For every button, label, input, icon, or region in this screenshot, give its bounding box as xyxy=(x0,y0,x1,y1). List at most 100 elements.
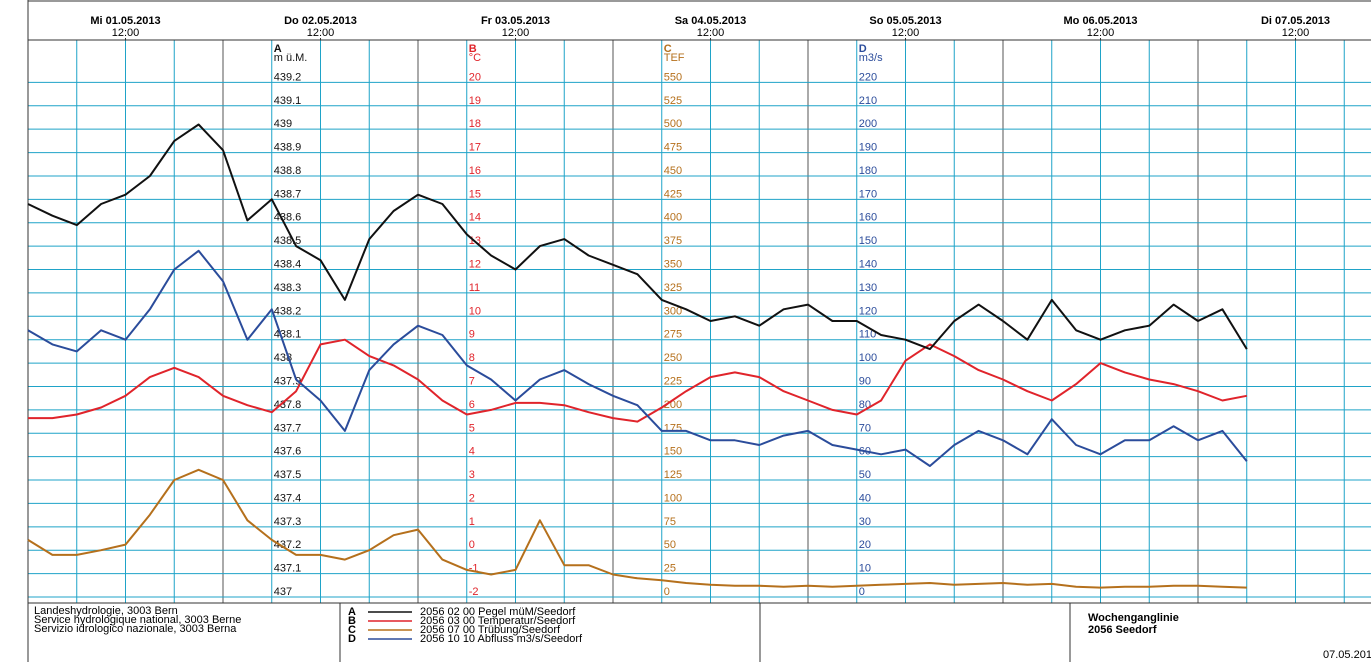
y-tick-label: 438.2 xyxy=(274,305,302,317)
x-tick-label: So 05.05.2013 xyxy=(869,15,941,27)
y-tick-label: 175 xyxy=(664,422,682,434)
series-line xyxy=(27,249,1248,467)
y-tick-label: 437.4 xyxy=(274,492,302,504)
y-tick-label: 100 xyxy=(664,492,682,504)
y-tick-label: 438.9 xyxy=(274,142,302,154)
axis-letter: B xyxy=(469,43,477,55)
x-tick-sublabel: 12:00 xyxy=(502,27,530,39)
y-tick-label: 425 xyxy=(664,188,682,200)
y-tick-label: 125 xyxy=(664,469,682,481)
series-line xyxy=(27,468,1247,589)
y-tick-label: 75 xyxy=(664,516,676,528)
y-tick-label: 438.5 xyxy=(274,235,302,247)
y-tick-label: 140 xyxy=(859,259,877,271)
y-tick-label: 200 xyxy=(859,118,877,130)
y-tick-label: 439.2 xyxy=(274,71,302,83)
y-tick-label: 225 xyxy=(664,375,682,387)
axis-letter: A xyxy=(274,43,282,55)
y-tick-label: 15 xyxy=(469,188,481,200)
y-tick-label: 325 xyxy=(664,282,682,294)
legend-entry: 2056 03 00 Temperatur/Seedorf xyxy=(420,615,576,627)
footer-station: 2056 Seedorf xyxy=(1088,624,1157,636)
y-tick-label: 6 xyxy=(469,399,475,411)
legend-entry: 2056 02 00 Pegel müM/Seedorf xyxy=(420,606,576,618)
y-tick-label: 18 xyxy=(469,118,481,130)
y-tick-label: 375 xyxy=(664,235,682,247)
y-tick-label: 437.2 xyxy=(274,539,302,551)
institution: Servizio idrologico nazionale, 3003 Bern… xyxy=(34,623,237,635)
y-tick-label: 275 xyxy=(664,329,682,341)
x-tick-sublabel: 12:00 xyxy=(697,27,725,39)
legend-letter: B xyxy=(348,615,356,627)
series-line xyxy=(27,123,1248,351)
y-tick-label: 438.7 xyxy=(274,188,302,200)
y-tick-label: 130 xyxy=(859,282,877,294)
y-tick-label: 437 xyxy=(274,586,292,598)
x-tick-sublabel: 12:00 xyxy=(1087,27,1115,39)
y-tick-label: 250 xyxy=(664,352,682,364)
y-tick-label: 16 xyxy=(469,165,481,177)
y-tick-label: 438.1 xyxy=(274,329,302,341)
axis-unit: m ü.M. xyxy=(274,52,308,64)
y-tick-label: 0 xyxy=(664,586,670,598)
y-tick-label: 2 xyxy=(469,492,475,504)
y-tick-label: 438.4 xyxy=(274,259,302,271)
y-tick-label: 4 xyxy=(469,446,475,458)
y-tick-label: 450 xyxy=(664,165,682,177)
y-tick-label: 437.8 xyxy=(274,399,302,411)
y-tick-label: 11 xyxy=(469,282,480,294)
y-tick-label: 5 xyxy=(469,422,475,434)
y-tick-label: 3 xyxy=(469,469,475,481)
institution: Service hydrologique national, 3003 Bern… xyxy=(34,614,241,626)
x-tick-label: Di 07.05.2013 xyxy=(1261,15,1330,27)
x-tick-label: Fr 03.05.2013 xyxy=(481,15,550,27)
y-tick-label: 17 xyxy=(469,142,481,154)
legend-entry: 2056 07 00 Trübung/Seedorf xyxy=(420,624,561,636)
y-tick-label: 400 xyxy=(664,212,682,224)
legend-entry: 2056 10 10 Abfluss m3/s/Seedorf xyxy=(420,633,583,645)
y-tick-label: 180 xyxy=(859,165,877,177)
y-tick-label: -1 xyxy=(469,563,479,575)
series-line xyxy=(28,338,1247,423)
x-tick-sublabel: 12:00 xyxy=(112,27,140,39)
x-tick-sublabel: 12:00 xyxy=(307,27,335,39)
axis-unit: °C xyxy=(469,52,481,64)
y-tick-label: 120 xyxy=(859,305,877,317)
y-tick-label: 12 xyxy=(469,259,481,271)
y-tick-label: 1 xyxy=(469,516,475,528)
y-tick-label: 19 xyxy=(469,95,481,107)
y-tick-label: 210 xyxy=(859,95,877,107)
y-tick-label: 150 xyxy=(664,446,682,458)
y-tick-label: 439.1 xyxy=(274,95,302,107)
x-tick-label: Mo 06.05.2013 xyxy=(1064,15,1138,27)
y-tick-label: 90 xyxy=(859,375,871,387)
footer-title: Wochenganglinie xyxy=(1088,612,1179,624)
y-tick-label: 439 xyxy=(274,118,292,130)
y-tick-label: 10 xyxy=(859,563,871,575)
footer-date: 07.05.201 xyxy=(1323,649,1371,661)
y-tick-label: 100 xyxy=(859,352,877,364)
x-tick-label: Mi 01.05.2013 xyxy=(90,15,160,27)
x-tick-sublabel: 12:00 xyxy=(892,27,920,39)
legend-letter: C xyxy=(348,624,356,636)
y-tick-label: 437.5 xyxy=(274,469,302,481)
y-tick-label: 70 xyxy=(859,422,871,434)
y-tick-label: 437.1 xyxy=(274,563,302,575)
institution: Landeshydrologie, 3003 Bern xyxy=(34,605,178,617)
y-tick-label: 437.6 xyxy=(274,446,302,458)
y-tick-label: 475 xyxy=(664,142,682,154)
legend-letter: D xyxy=(348,633,356,645)
y-tick-label: 350 xyxy=(664,259,682,271)
y-tick-label: 150 xyxy=(859,235,877,247)
y-tick-label: 438.6 xyxy=(274,212,302,224)
y-tick-label: 300 xyxy=(664,305,682,317)
x-tick-label: Do 02.05.2013 xyxy=(284,15,357,27)
y-tick-label: -2 xyxy=(469,586,479,598)
axis-letter: D xyxy=(859,43,867,55)
legend-letter: A xyxy=(348,606,356,618)
y-tick-label: 8 xyxy=(469,352,475,364)
y-tick-label: 190 xyxy=(859,142,877,154)
x-tick-label: Sa 04.05.2013 xyxy=(675,15,747,27)
